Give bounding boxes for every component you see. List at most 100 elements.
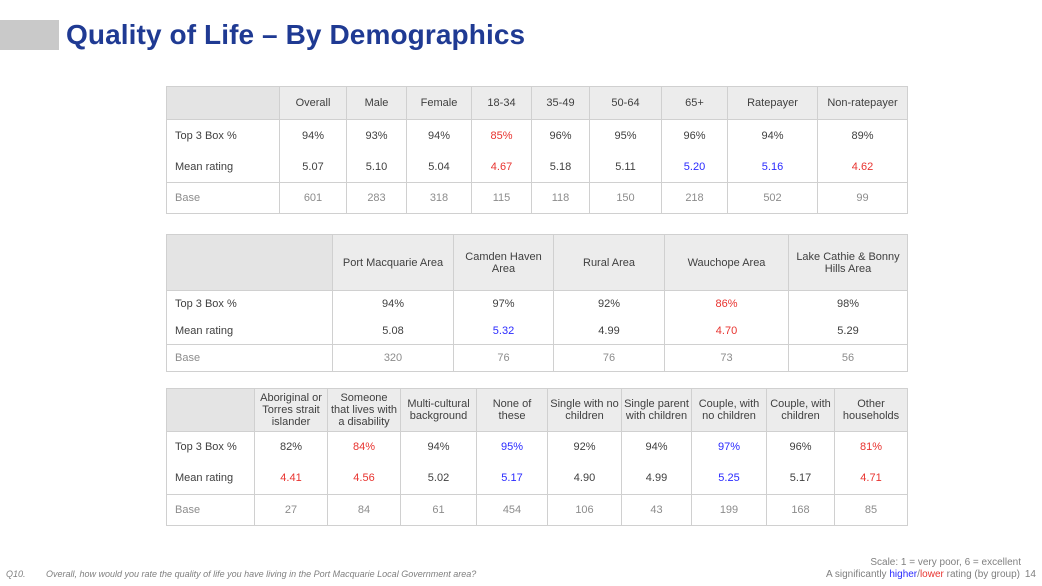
table-cell-significantly-higher: 5.16 (727, 151, 818, 183)
demographics-table-age-gender: Overall Male Female 18-34 35-49 50-64 65… (166, 86, 908, 214)
table-cell: 318 (406, 182, 472, 214)
question-footnote: Q10. Overall, how would you rate the qual… (6, 569, 476, 579)
table-cell: 4.90 (547, 462, 622, 495)
column-header: Single with no children (547, 388, 622, 432)
column-header: Camden Haven Area (453, 234, 554, 291)
table-cell: 96% (766, 431, 835, 463)
column-header: Wauchope Area (664, 234, 789, 291)
column-header: Aboriginal or Torres strait islander (254, 388, 328, 432)
question-number: Q10. (6, 569, 26, 579)
significance-slash: / (917, 569, 920, 580)
page-number: 14 (1024, 569, 1036, 580)
table-cell: 320 (332, 344, 454, 372)
column-header: 50-64 (589, 86, 662, 120)
table-cell: 5.29 (788, 317, 908, 345)
table-corner-cell (166, 234, 333, 291)
table-header-row: Aboriginal or Torres strait islander Som… (166, 388, 908, 432)
table-row-mean: Mean rating 5.07 5.10 5.04 4.67 5.18 5.1… (166, 151, 908, 183)
table-cell: 76 (553, 344, 665, 372)
table-cell: 84 (327, 494, 401, 526)
table-cell: 85 (834, 494, 908, 526)
table-cell: 5.08 (332, 317, 454, 345)
table-cell: 94% (727, 119, 818, 152)
row-label: Base (166, 182, 280, 214)
table-cell-significantly-lower: 86% (664, 290, 789, 318)
column-header: Other households (834, 388, 908, 432)
page-title: Quality of Life – By Demographics (66, 19, 526, 50)
table-cell: 73 (664, 344, 789, 372)
table-cell: 283 (346, 182, 407, 214)
column-header: Rural Area (553, 234, 665, 291)
table-cell: 4.99 (621, 462, 692, 495)
column-header: Couple, with children (766, 388, 835, 432)
table-row-top3: Top 3 Box % 94% 93% 94% 85% 96% 95% 96% … (166, 119, 908, 152)
table-cell-significantly-higher: 5.17 (476, 462, 548, 495)
table-cell: 5.02 (400, 462, 477, 495)
table-cell-significantly-lower: 4.67 (471, 151, 532, 183)
table-cell: 5.17 (766, 462, 835, 495)
table-cell: 93% (346, 119, 407, 152)
column-header: Multi-cultural background (400, 388, 477, 432)
table-row-mean: Mean rating 5.08 5.32 4.99 4.70 5.29 (166, 317, 908, 345)
table-cell: 96% (531, 119, 590, 152)
table-cell: 115 (471, 182, 532, 214)
table-cell: 218 (661, 182, 728, 214)
significance-prefix: A significantly (825, 569, 890, 580)
table-cell-significantly-higher: 5.25 (691, 462, 767, 495)
table-row-base: Base 320 76 76 73 56 (166, 344, 908, 372)
table-cell: 4.99 (553, 317, 665, 345)
title-accent-block (0, 20, 59, 50)
table-cell: 601 (279, 182, 347, 214)
table-cell: 27 (254, 494, 328, 526)
question-text: Overall, how would you rate the quality … (46, 569, 477, 579)
table-cell: 94% (406, 119, 472, 152)
table-cell: 92% (553, 290, 665, 318)
significance-higher-label: higher (889, 569, 918, 580)
table-row-top3: Top 3 Box % 82% 84% 94% 95% 92% 94% 97% … (166, 431, 908, 463)
table-cell: 454 (476, 494, 548, 526)
table-cell: 95% (589, 119, 662, 152)
table-cell: 5.04 (406, 151, 472, 183)
column-header: 65+ (661, 86, 728, 120)
table-cell: 5.18 (531, 151, 590, 183)
column-header: Overall (279, 86, 347, 120)
column-header: Female (406, 86, 472, 120)
table-cell-significantly-higher: 5.32 (453, 317, 554, 345)
table-row-mean: Mean rating 4.41 4.56 5.02 5.17 4.90 4.9… (166, 462, 908, 495)
column-header: Ratepayer (727, 86, 818, 120)
table-cell: 43 (621, 494, 692, 526)
column-header: Single parent with children (621, 388, 692, 432)
column-header: Non-ratepayer (817, 86, 908, 120)
table-cell: 56 (788, 344, 908, 372)
table-row-base: Base 27 84 61 454 106 43 199 168 85 (166, 494, 908, 526)
table-cell: 5.11 (589, 151, 662, 183)
table-cell: 94% (621, 431, 692, 463)
table-cell: 94% (279, 119, 347, 152)
column-header: Port Macquarie Area (332, 234, 454, 291)
table-cell-significantly-higher: 5.20 (661, 151, 728, 183)
table-cell-significantly-lower: 4.41 (254, 462, 328, 495)
row-label: Top 3 Box % (166, 290, 333, 318)
table-corner-cell (166, 388, 255, 432)
table-cell-significantly-lower: 4.70 (664, 317, 789, 345)
demographics-table-area: Port Macquarie Area Camden Haven Area Ru… (166, 234, 908, 372)
table-cell: 199 (691, 494, 767, 526)
scale-note: Scale: 1 = very poor, 6 = excellent (870, 557, 1021, 568)
column-header: Male (346, 86, 407, 120)
row-label: Mean rating (166, 462, 255, 495)
row-label: Base (166, 344, 333, 372)
significance-legend: A significantly higher/lower rating (by … (826, 569, 1020, 580)
row-label: Top 3 Box % (166, 119, 280, 152)
table-cell-significantly-higher: 95% (476, 431, 548, 463)
row-label: Base (166, 494, 255, 526)
table-corner-cell (166, 86, 280, 120)
column-header: None of these (476, 388, 548, 432)
table-row-top3: Top 3 Box % 94% 97% 92% 86% 98% (166, 290, 908, 318)
table-cell: 97% (453, 290, 554, 318)
table-row-base: Base 601 283 318 115 118 150 218 502 99 (166, 182, 908, 214)
table-cell: 118 (531, 182, 590, 214)
significance-suffix: rating (by group) (943, 569, 1020, 580)
table-cell: 168 (766, 494, 835, 526)
column-header: Someone that lives with a disability (327, 388, 401, 432)
table-cell-significantly-lower: 84% (327, 431, 401, 463)
